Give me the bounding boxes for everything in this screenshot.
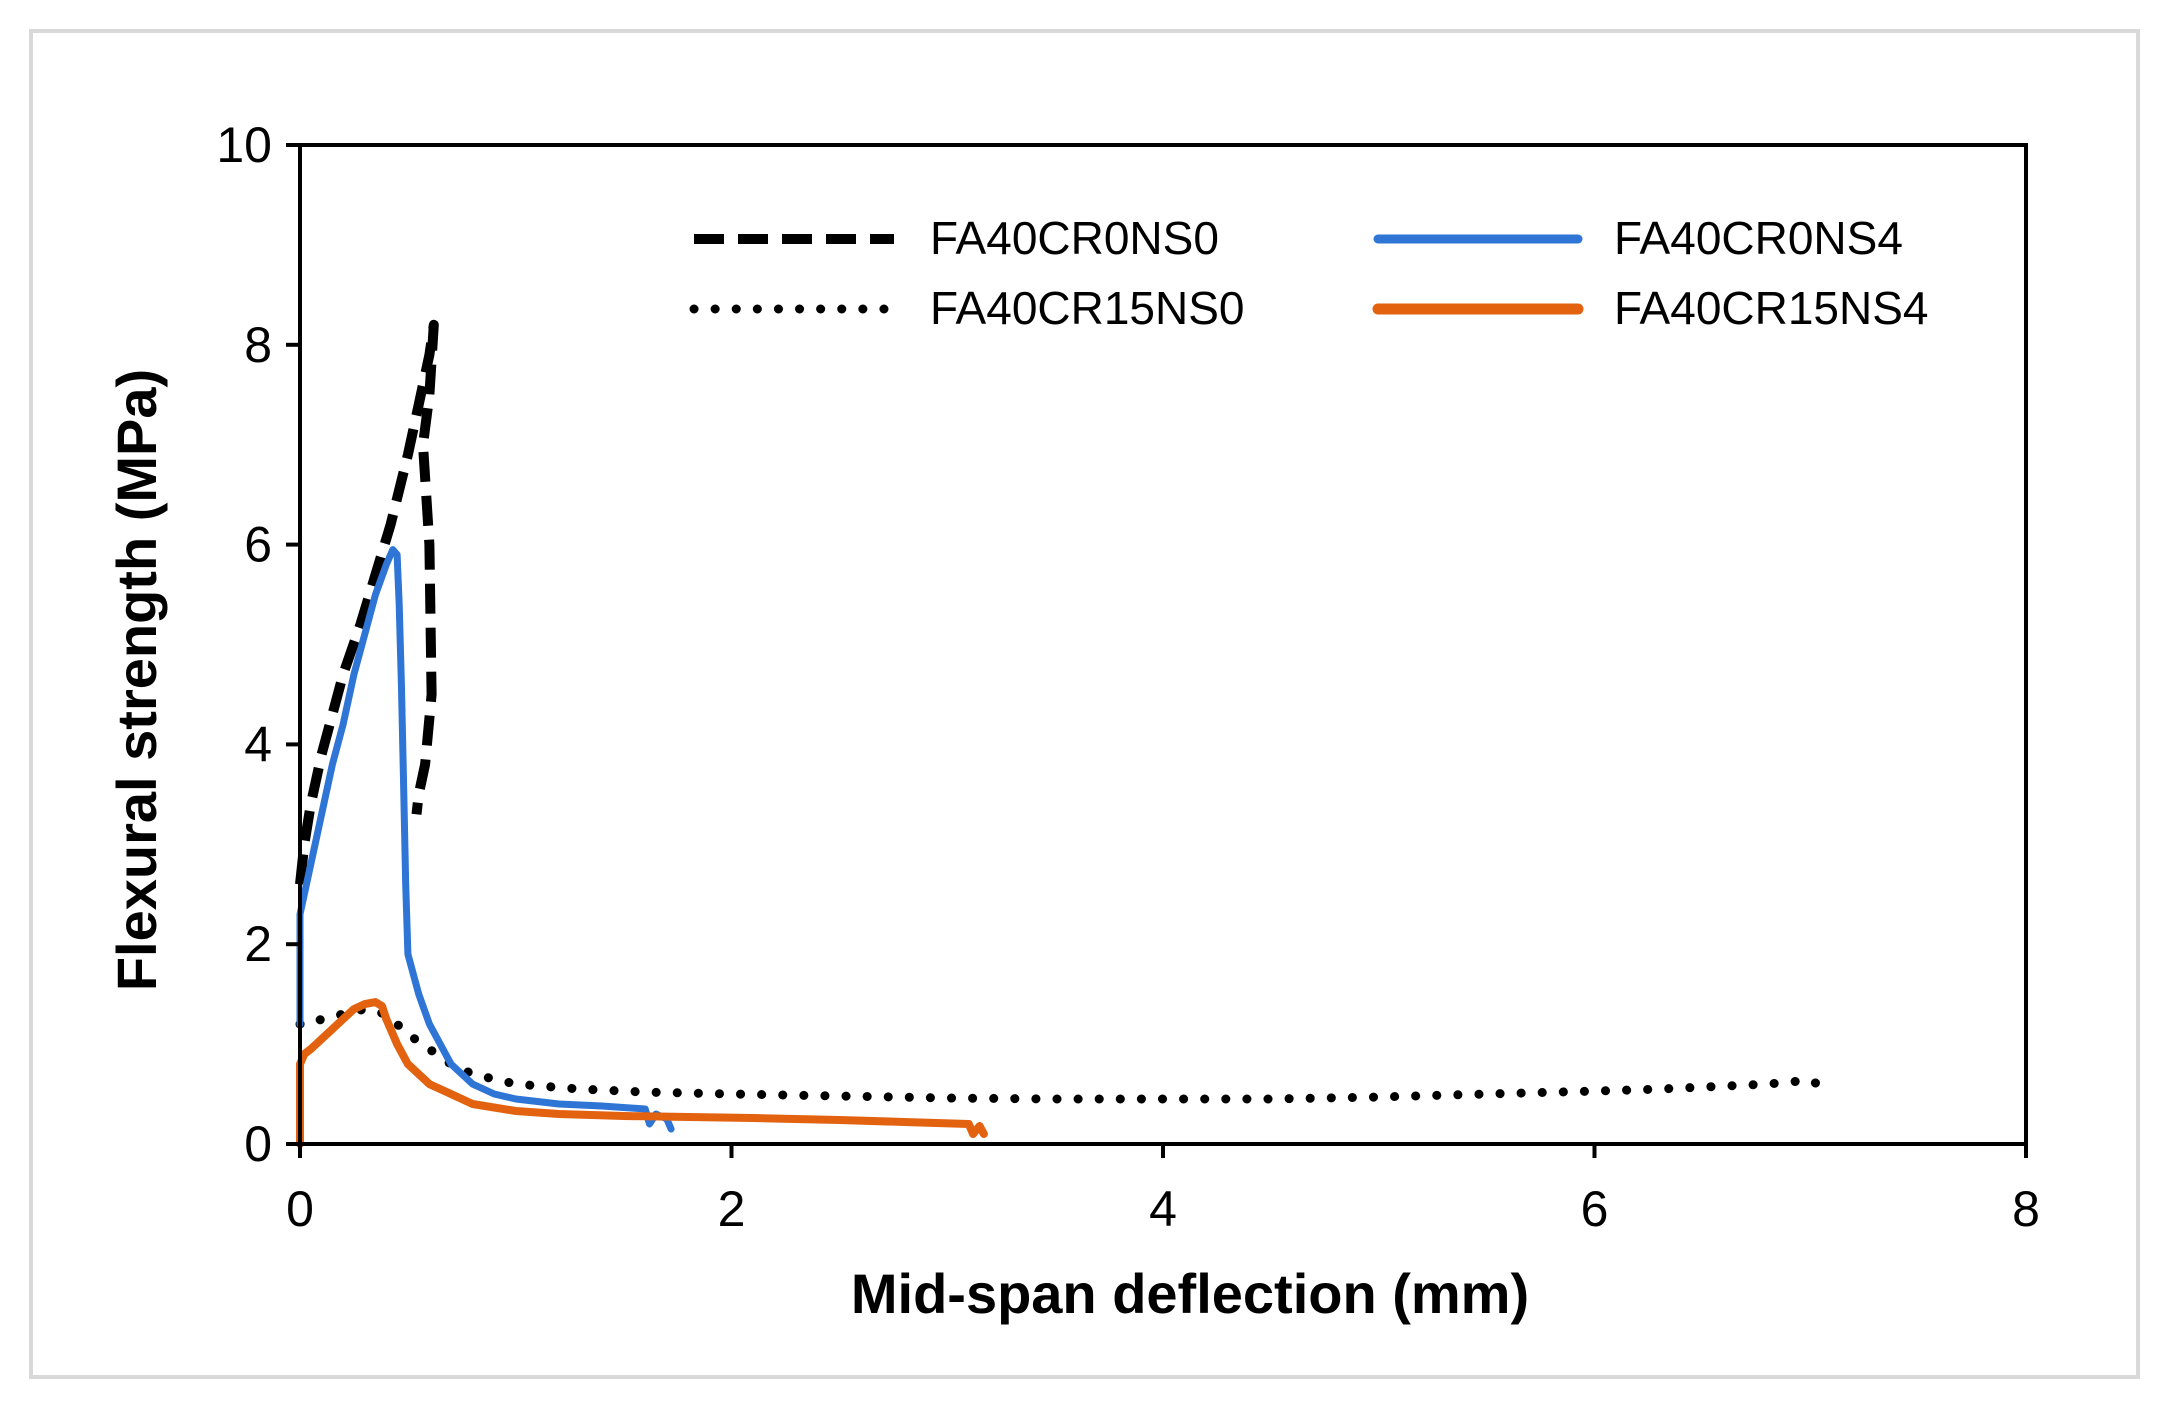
x-tick-label: 4 — [1149, 1181, 1177, 1237]
legend-label-fa40cr15ns0: FA40CR15NS0 — [930, 282, 1245, 334]
legend-label-fa40cr0ns4: FA40CR0NS4 — [1614, 212, 1903, 264]
ticks-layer: 0 2 4 6 8 0 2 4 6 8 10 — [216, 117, 2040, 1237]
x-tick-label: 2 — [718, 1181, 746, 1237]
series-layer — [295, 319, 1837, 1148]
y-tick-label: 10 — [216, 117, 272, 173]
y-tick-label: 0 — [244, 1116, 272, 1172]
series-line-fa40cr0ns0 — [295, 319, 439, 885]
legend-label-fa40cr0ns0: FA40CR0NS0 — [930, 212, 1219, 264]
y-tick-label: 4 — [244, 716, 272, 772]
y-tick-label: 6 — [244, 517, 272, 573]
y-axis-title: Flexural strength (MPa) — [105, 369, 168, 991]
x-tick-label: 6 — [1581, 1181, 1609, 1237]
series-line-fa40cr15ns0 — [295, 1004, 1837, 1104]
y-tick-label: 8 — [244, 317, 272, 373]
x-tick-label: 0 — [286, 1181, 314, 1237]
chart-frame — [29, 29, 2140, 1379]
series-line-fa40cr0ns4 — [296, 546, 675, 1133]
series-line-fa40cr15ns4 — [296, 998, 988, 1148]
y-tick-label: 2 — [244, 916, 272, 972]
legend: FA40CR0NS0 FA40CR0NS4 FA40CR15NS0 FA40CR… — [689, 212, 1929, 334]
x-tick-label: 8 — [2012, 1181, 2040, 1237]
legend-label-fa40cr15ns4: FA40CR15NS4 — [1614, 282, 1929, 334]
x-axis-title: Mid-span deflection (mm) — [851, 1262, 1529, 1325]
